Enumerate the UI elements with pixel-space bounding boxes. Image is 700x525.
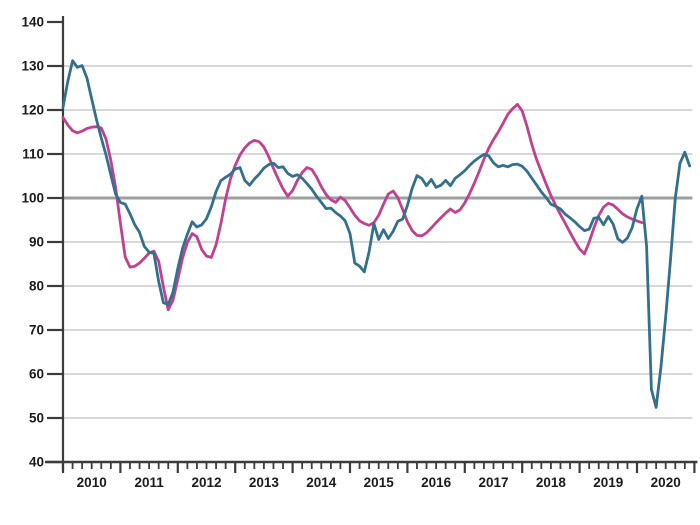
series-line-teal-index-line — [61, 59, 691, 409]
x-year-label: 2015 — [364, 475, 395, 490]
y-tick-label: 60 — [29, 367, 44, 382]
y-tick-label: 80 — [29, 279, 44, 294]
series-line-pink-index-line — [61, 102, 644, 312]
x-year-label: 2017 — [478, 475, 508, 490]
x-year-label: 2019 — [593, 475, 623, 490]
y-tick-label: 100 — [21, 191, 44, 206]
y-tick-label: 140 — [21, 15, 44, 30]
y-tick-label: 130 — [21, 59, 44, 74]
x-year-label: 2020 — [651, 475, 681, 490]
x-year-label: 2016 — [421, 475, 452, 490]
x-year-label: 2014 — [306, 475, 337, 490]
y-tick-label: 90 — [29, 235, 44, 250]
y-tick-label: 50 — [29, 411, 44, 426]
y-tick-label: 110 — [22, 147, 44, 162]
x-year-label: 2010 — [77, 475, 107, 490]
x-year-label: 2012 — [191, 475, 221, 490]
y-tick-label: 70 — [29, 323, 44, 338]
x-year-label: 2013 — [249, 475, 280, 490]
y-tick-label: 120 — [21, 103, 44, 118]
x-year-label: 2018 — [536, 475, 567, 490]
x-year-label: 2011 — [134, 475, 164, 490]
y-tick-label: 40 — [29, 455, 44, 470]
